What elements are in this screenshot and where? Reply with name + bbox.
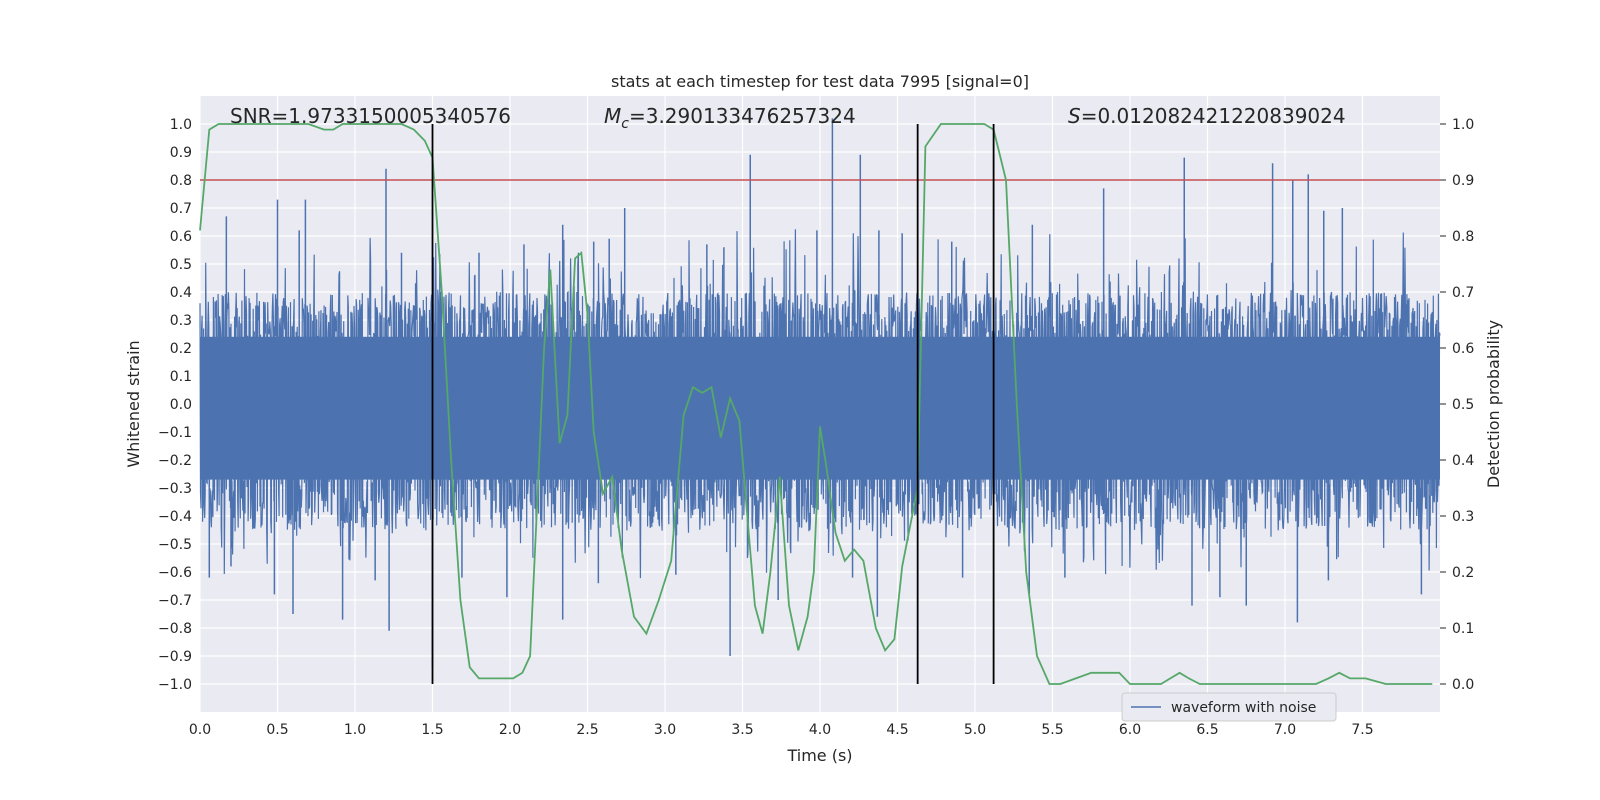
chirp-mass-value: =3.290133476257324 <box>629 104 856 128</box>
x-tick-label: 6.5 <box>1196 722 1218 738</box>
y-tick-label: 0.6 <box>170 229 192 245</box>
y-right-axis-ticks: 1.0 0.9 0.8 0.7 0.6 0.5 0.4 0.3 0.2 0.1 0.0 <box>1440 117 1474 693</box>
waveform-series <box>199 118 1441 668</box>
y-tick-label: 0.9 <box>170 145 192 161</box>
detection-probability-line <box>199 123 1433 685</box>
x-tick-label: 7.0 <box>1274 722 1296 738</box>
chirp-mass-annotation: Mc=3.290133476257324 <box>604 104 856 132</box>
y-tick-label: 0.7 <box>170 201 192 217</box>
x-tick-label: 1.5 <box>421 722 443 738</box>
s-symbol: S <box>1068 104 1081 128</box>
x-tick-label: 6.0 <box>1119 722 1141 738</box>
y-right-tick-label: 0.4 <box>1452 453 1474 469</box>
legend-box <box>1121 692 1337 722</box>
x-tick-label: 4.5 <box>886 722 908 738</box>
x-tick-label: 5.0 <box>964 722 986 738</box>
x-axis-label: Time (s) <box>786 746 852 765</box>
y-right-tick-label: 0.7 <box>1452 285 1474 301</box>
x-tick-label: 5.5 <box>1041 722 1063 738</box>
y-right-tick-label: 0.0 <box>1452 677 1474 693</box>
waveform-core-band <box>200 336 1440 480</box>
y-right-tick-label: 0.8 <box>1452 229 1474 245</box>
y-tick-label: −0.2 <box>158 453 192 469</box>
x-axis-ticks: 0.0 0.5 1.0 1.5 2.0 2.5 3.0 3.5 4.0 4.5 5.0 5.5 6.0 6… <box>189 722 1374 738</box>
y-tick-label: −0.5 <box>158 537 192 553</box>
y-tick-label: 1.0 <box>170 117 192 133</box>
y-right-tick-label: 0.9 <box>1452 173 1474 189</box>
y-tick-label: −1.0 <box>158 677 192 693</box>
y-right-tick-label: 0.2 <box>1452 565 1474 581</box>
y-right-axis-label: Detection probability <box>1484 320 1503 488</box>
x-tick-label: 3.0 <box>654 722 676 738</box>
chart-title: stats at each timestep for test data 799… <box>611 72 1029 91</box>
s-annotation: S=0.012082421220839024 <box>1068 104 1346 128</box>
y-axis-label: Whitened strain <box>124 340 143 467</box>
y-tick-label: −0.1 <box>158 425 192 441</box>
y-tick-label: 0.8 <box>170 173 192 189</box>
x-tick-label: 0.0 <box>189 722 211 738</box>
y-tick-label: 0.5 <box>170 257 192 273</box>
x-tick-label: 0.5 <box>266 722 288 738</box>
y-tick-label: −0.7 <box>158 593 192 609</box>
x-tick-label: 7.5 <box>1351 722 1373 738</box>
y-right-tick-label: 1.0 <box>1452 117 1474 133</box>
vertical-lines <box>431 124 995 684</box>
probability-layer <box>199 123 1433 685</box>
y-tick-label: −0.6 <box>158 565 192 581</box>
y-right-tick-label: 0.6 <box>1452 341 1474 357</box>
s-value: =0.012082421220839024 <box>1081 104 1346 128</box>
chirp-mass-subscript: c <box>621 116 629 132</box>
y-tick-label: 0.4 <box>170 285 192 301</box>
y-tick-label: −0.3 <box>158 481 192 497</box>
x-tick-label: 4.0 <box>809 722 831 738</box>
legend-label: waveform with noise <box>1171 700 1316 716</box>
x-tick-label: 2.5 <box>576 722 598 738</box>
y-right-tick-label: 0.3 <box>1452 509 1474 525</box>
y-axis-ticks: 1.0 0.9 0.8 0.7 0.6 0.5 0.4 0.3 0.2 0.1 0.0 −0.1 −0.… <box>158 117 192 693</box>
y-tick-label: 0.1 <box>170 369 192 385</box>
waveform-noise-line <box>199 229 1441 579</box>
y-right-tick-label: 0.1 <box>1452 621 1474 637</box>
y-tick-label: 0.2 <box>170 341 192 357</box>
snr-annotation: SNR=1.9733150005340576 <box>230 104 511 128</box>
y-tick-label: −0.9 <box>158 649 192 665</box>
x-tick-label: 3.5 <box>731 722 753 738</box>
y-tick-label: 0.3 <box>170 313 192 329</box>
y-tick-label: −0.8 <box>158 621 192 637</box>
x-tick-label: 1.0 <box>344 722 366 738</box>
legend: waveform with noise <box>1121 692 1337 722</box>
chirp-mass-symbol: M <box>604 104 621 128</box>
y-tick-label: −0.4 <box>158 509 192 525</box>
y-tick-label: 0.0 <box>170 397 192 413</box>
y-right-tick-label: 0.5 <box>1452 397 1474 413</box>
x-tick-label: 2.0 <box>499 722 521 738</box>
